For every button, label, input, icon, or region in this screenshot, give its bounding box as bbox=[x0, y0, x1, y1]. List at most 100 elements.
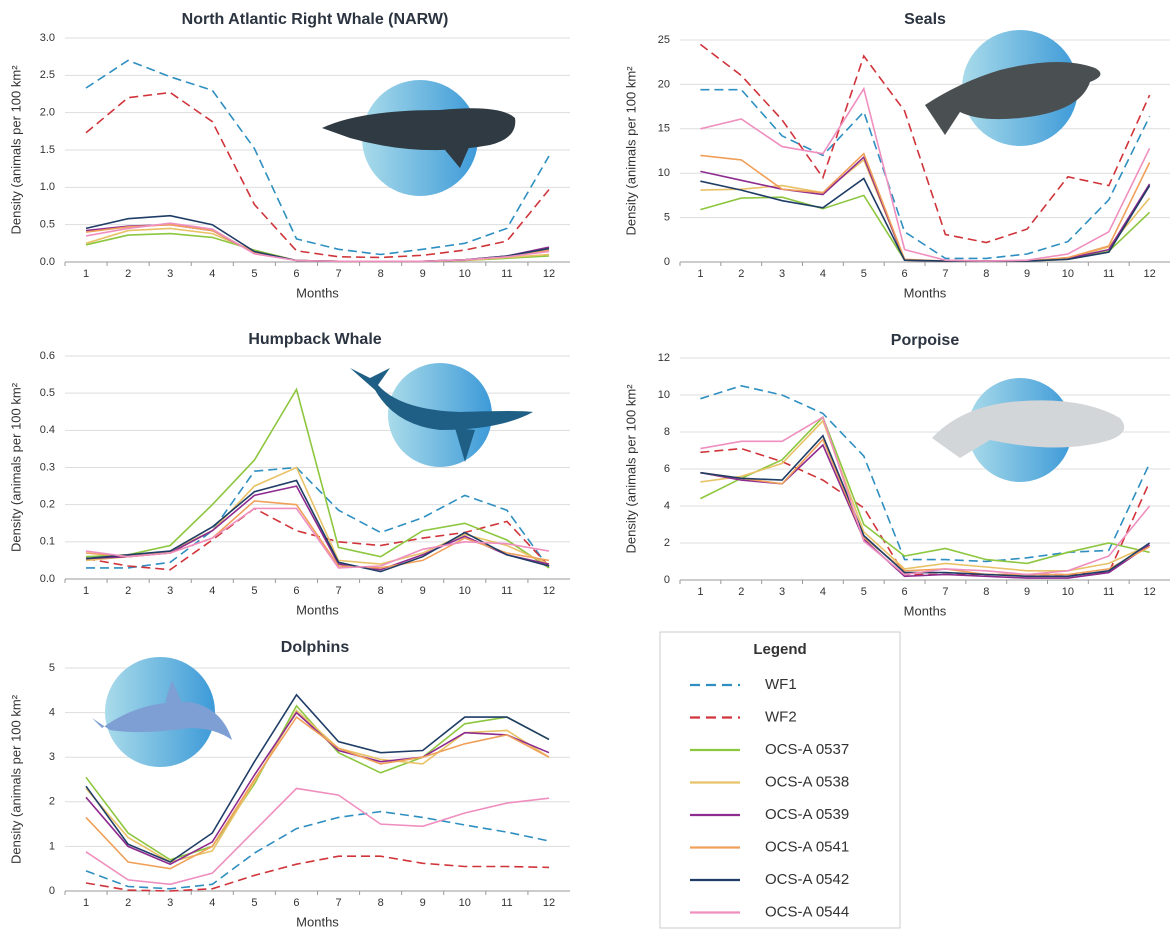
x-tick-label: 8 bbox=[378, 585, 384, 597]
y-tick-label: 0.3 bbox=[40, 461, 55, 473]
x-tick-label: 12 bbox=[543, 268, 555, 280]
series-line bbox=[700, 434, 1151, 578]
y-tick-label: 20 bbox=[658, 78, 670, 90]
y-tick-label: 15 bbox=[658, 123, 670, 135]
x-tick-label: 3 bbox=[779, 268, 785, 280]
x-tick-label: 9 bbox=[420, 268, 426, 280]
x-tick-label: 1 bbox=[83, 585, 89, 597]
series-line bbox=[85, 693, 550, 863]
y-tick-label: 4 bbox=[49, 707, 55, 719]
x-tick-label: 1 bbox=[697, 586, 703, 598]
x-tick-label: 9 bbox=[420, 897, 426, 909]
y-tick-label: 0.1 bbox=[40, 536, 55, 548]
y-tick-label: 5 bbox=[664, 212, 670, 224]
x-tick-label: 5 bbox=[251, 897, 257, 909]
x-tick-label: 5 bbox=[251, 585, 257, 597]
y-axis-label: Density (animals per 100 km² bbox=[8, 694, 23, 864]
series-line bbox=[85, 223, 550, 263]
x-tick-label: 6 bbox=[293, 585, 299, 597]
x-tick-label: 1 bbox=[697, 268, 703, 280]
y-tick-label: 10 bbox=[658, 389, 670, 401]
x-tick-label: 7 bbox=[335, 585, 341, 597]
x-axis-label: Months bbox=[296, 285, 339, 300]
y-tick-label: 2.5 bbox=[40, 69, 55, 81]
legend-label: OCS-A 0544 bbox=[765, 903, 849, 920]
x-tick-label: 11 bbox=[501, 585, 512, 597]
y-tick-label: 2.0 bbox=[40, 107, 55, 119]
series-line bbox=[85, 500, 550, 569]
y-tick-label: 3.0 bbox=[40, 32, 55, 44]
dolphin-icon bbox=[92, 657, 232, 767]
legend-label: OCS-A 0539 bbox=[765, 806, 849, 823]
legend-label: WF1 bbox=[765, 676, 797, 693]
x-tick-label: 4 bbox=[209, 268, 215, 280]
x-tick-label: 11 bbox=[501, 268, 512, 280]
y-tick-label: 0.5 bbox=[40, 219, 55, 231]
series-line bbox=[700, 194, 1151, 262]
x-tick-label: 8 bbox=[378, 268, 384, 280]
x-tick-label: 12 bbox=[543, 585, 555, 597]
x-tick-label: 2 bbox=[738, 268, 744, 280]
series-line bbox=[85, 711, 550, 866]
y-tick-label: 2 bbox=[49, 796, 55, 808]
x-axis-label: Months bbox=[296, 602, 339, 617]
legend-label: OCS-A 0537 bbox=[765, 741, 849, 758]
legend-label: OCS-A 0541 bbox=[765, 838, 849, 855]
y-tick-label: 25 bbox=[658, 34, 670, 46]
x-tick-label: 4 bbox=[820, 268, 826, 280]
chart-title: Dolphins bbox=[281, 639, 350, 656]
x-tick-label: 12 bbox=[543, 897, 555, 909]
x-tick-label: 3 bbox=[167, 897, 173, 909]
x-tick-label: 1 bbox=[83, 897, 89, 909]
chart-title: North Atlantic Right Whale (NARW) bbox=[182, 11, 449, 28]
x-tick-label: 11 bbox=[1103, 268, 1114, 280]
x-tick-label: 10 bbox=[1062, 586, 1074, 598]
x-tick-label: 5 bbox=[861, 586, 867, 598]
legend-label: OCS-A 0542 bbox=[765, 871, 849, 888]
y-axis-label: Density (animals per 100 km² bbox=[623, 384, 638, 554]
series-line bbox=[85, 466, 550, 565]
x-axis-label: Months bbox=[904, 603, 947, 618]
x-tick-label: 5 bbox=[861, 268, 867, 280]
x-tick-label: 9 bbox=[1024, 268, 1030, 280]
x-tick-label: 10 bbox=[459, 897, 471, 909]
x-tick-label: 8 bbox=[983, 268, 989, 280]
x-tick-label: 7 bbox=[942, 268, 948, 280]
legend-label: OCS-A 0538 bbox=[765, 773, 849, 790]
series-line bbox=[85, 59, 550, 256]
series-line bbox=[85, 715, 550, 870]
x-tick-label: 7 bbox=[942, 586, 948, 598]
series-line bbox=[700, 86, 1151, 262]
series-line bbox=[85, 223, 550, 263]
series-line bbox=[700, 384, 1151, 563]
chart-title: Seals bbox=[904, 11, 946, 28]
x-tick-label: 8 bbox=[983, 586, 989, 598]
legend-label: WF2 bbox=[765, 708, 797, 725]
x-tick-label: 10 bbox=[1062, 268, 1074, 280]
x-tick-label: 5 bbox=[251, 268, 257, 280]
series-line bbox=[699, 43, 1151, 244]
y-axis-label: Density (animals per 100 km² bbox=[8, 382, 23, 552]
x-tick-label: 8 bbox=[378, 897, 384, 909]
y-tick-label: 5 bbox=[49, 662, 55, 674]
y-tick-label: 0 bbox=[664, 574, 670, 586]
x-tick-label: 4 bbox=[209, 897, 215, 909]
x-tick-label: 12 bbox=[1143, 586, 1155, 598]
x-tick-label: 9 bbox=[420, 585, 426, 597]
x-axis-label: Months bbox=[296, 914, 339, 929]
series-line bbox=[700, 443, 1151, 579]
y-tick-label: 12 bbox=[658, 352, 670, 364]
seal-icon bbox=[925, 30, 1101, 146]
x-tick-label: 10 bbox=[459, 585, 471, 597]
y-tick-label: 0.0 bbox=[40, 573, 55, 585]
y-tick-label: 3 bbox=[49, 751, 55, 763]
series-line bbox=[86, 466, 550, 569]
narw-icon bbox=[322, 80, 516, 196]
series-line bbox=[700, 88, 1151, 260]
x-tick-label: 11 bbox=[1103, 586, 1114, 598]
x-tick-label: 4 bbox=[820, 586, 826, 598]
x-tick-label: 11 bbox=[501, 897, 512, 909]
y-tick-label: 4 bbox=[664, 500, 670, 512]
series-line bbox=[700, 416, 1151, 576]
